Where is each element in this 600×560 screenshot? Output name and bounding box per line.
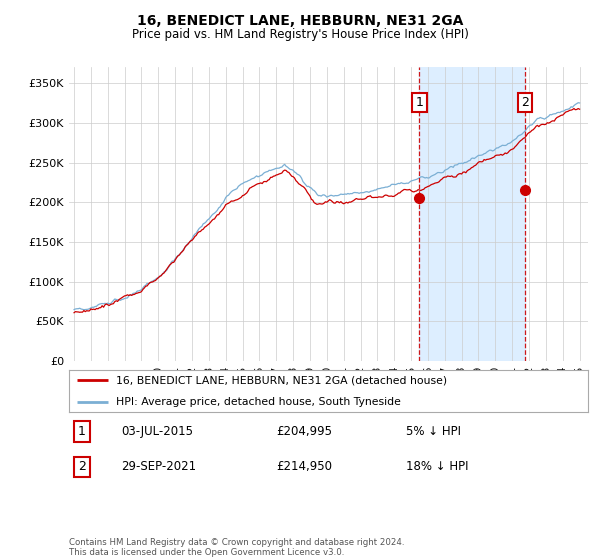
Text: 16, BENEDICT LANE, HEBBURN, NE31 2GA (detached house): 16, BENEDICT LANE, HEBBURN, NE31 2GA (de…: [116, 375, 447, 385]
Text: 18% ↓ HPI: 18% ↓ HPI: [406, 460, 469, 473]
Text: Contains HM Land Registry data © Crown copyright and database right 2024.
This d: Contains HM Land Registry data © Crown c…: [69, 538, 404, 557]
Text: 03-JUL-2015: 03-JUL-2015: [121, 425, 193, 438]
Text: £214,950: £214,950: [277, 460, 332, 473]
Text: 1: 1: [78, 425, 86, 438]
Text: 2: 2: [521, 96, 529, 109]
Text: 5% ↓ HPI: 5% ↓ HPI: [406, 425, 461, 438]
Text: 1: 1: [416, 96, 424, 109]
Text: 29-SEP-2021: 29-SEP-2021: [121, 460, 196, 473]
Text: Price paid vs. HM Land Registry's House Price Index (HPI): Price paid vs. HM Land Registry's House …: [131, 28, 469, 41]
Text: £204,995: £204,995: [277, 425, 332, 438]
Text: 2: 2: [78, 460, 86, 473]
Text: HPI: Average price, detached house, South Tyneside: HPI: Average price, detached house, Sout…: [116, 398, 401, 407]
Bar: [419, 67, 525, 361]
Text: 16, BENEDICT LANE, HEBBURN, NE31 2GA: 16, BENEDICT LANE, HEBBURN, NE31 2GA: [137, 14, 463, 28]
